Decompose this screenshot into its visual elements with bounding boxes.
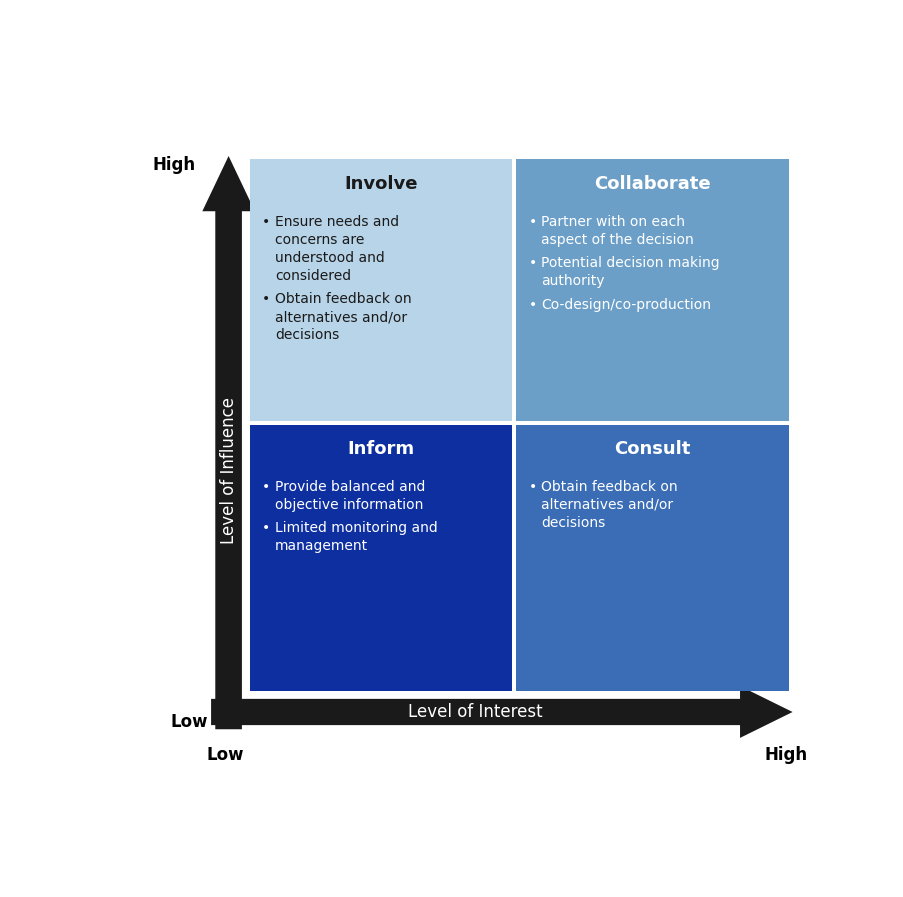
Text: decisions: decisions	[275, 328, 339, 342]
Text: considered: considered	[275, 268, 350, 283]
Polygon shape	[211, 686, 792, 738]
Text: Level of Interest: Level of Interest	[408, 703, 543, 721]
Text: •: •	[262, 521, 270, 536]
Text: Potential decision making: Potential decision making	[541, 257, 719, 270]
Text: •: •	[528, 257, 536, 270]
Text: Obtain feedback on: Obtain feedback on	[541, 480, 677, 494]
Text: concerns are: concerns are	[275, 232, 364, 247]
Text: •: •	[528, 298, 536, 311]
Text: authority: authority	[541, 274, 604, 288]
Text: Provide balanced and: Provide balanced and	[275, 480, 424, 494]
Text: High: High	[763, 745, 806, 764]
Text: understood and: understood and	[275, 250, 384, 265]
Polygon shape	[202, 156, 255, 729]
Text: Level of Influence: Level of Influence	[219, 396, 237, 544]
Text: Obtain feedback on: Obtain feedback on	[275, 292, 411, 306]
Text: aspect of the decision: aspect of the decision	[541, 232, 694, 247]
Text: Low: Low	[206, 745, 244, 764]
Text: •: •	[262, 480, 270, 494]
Text: Inform: Inform	[347, 440, 414, 458]
Bar	[516, 425, 788, 692]
Text: objective information: objective information	[275, 498, 423, 512]
Text: •: •	[262, 292, 270, 306]
Bar	[249, 425, 511, 692]
Text: Co-design/co-production: Co-design/co-production	[541, 298, 711, 311]
Text: Involve: Involve	[344, 175, 417, 193]
Text: •: •	[528, 480, 536, 494]
Text: alternatives and/or: alternatives and/or	[541, 498, 673, 512]
Text: •: •	[262, 214, 270, 229]
Text: High: High	[152, 156, 195, 174]
Text: Partner with on each: Partner with on each	[541, 214, 684, 229]
Bar	[516, 160, 788, 421]
Text: management: management	[275, 539, 368, 553]
Bar	[249, 160, 511, 421]
Text: Collaborate: Collaborate	[593, 175, 710, 193]
Text: Ensure needs and: Ensure needs and	[275, 214, 398, 229]
Text: Low: Low	[171, 713, 208, 731]
Text: Consult: Consult	[614, 440, 690, 458]
Text: decisions: decisions	[541, 516, 605, 530]
Text: Limited monitoring and: Limited monitoring and	[275, 521, 437, 536]
Text: •: •	[528, 214, 536, 229]
Text: alternatives and/or: alternatives and/or	[275, 310, 406, 324]
